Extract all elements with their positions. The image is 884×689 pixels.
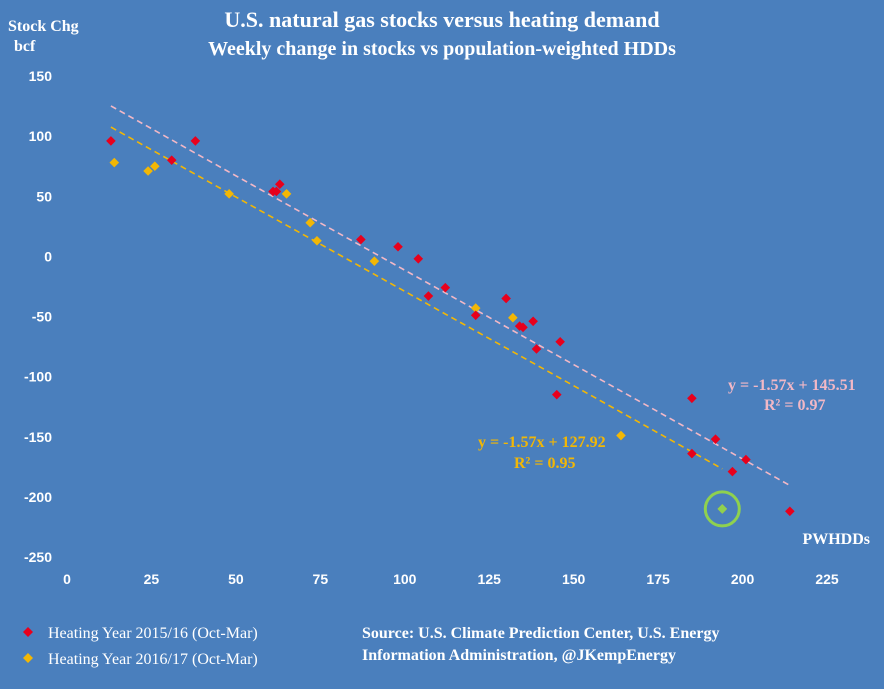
y-axis-label-line2: bcf	[14, 38, 36, 55]
x-tick-label: 225	[815, 571, 839, 587]
data-point	[470, 303, 481, 313]
source-line-1: Source: U.S. Climate Prediction Center, …	[362, 625, 719, 642]
data-point	[727, 466, 738, 477]
highlight-ring	[703, 490, 741, 528]
trendline-r2-2016: R² = 0.95	[514, 455, 575, 472]
data-point	[109, 157, 120, 168]
data-point	[369, 256, 380, 266]
y-tick-label: 50	[36, 188, 52, 204]
chart-subtitle: Weekly change in stocks vs population-we…	[208, 38, 676, 60]
data-point	[106, 136, 116, 146]
data-point	[190, 136, 201, 146]
legend-label-2016: Heating Year 2016/17 (Oct-Mar)	[48, 651, 258, 668]
y-tick-label: -250	[24, 549, 52, 565]
trendline-1	[110, 126, 723, 470]
data-point	[305, 217, 315, 228]
y-tick-label: -100	[24, 369, 52, 385]
highlight-point	[717, 504, 728, 514]
trendline-r2-2015: R² = 0.97	[764, 397, 825, 414]
data-point	[271, 186, 282, 197]
x-tick-label: 150	[562, 571, 586, 587]
data-point	[150, 161, 160, 171]
x-tick-label: 50	[228, 571, 244, 587]
data-points	[106, 136, 795, 517]
data-point	[166, 155, 177, 165]
data-point	[518, 322, 528, 333]
data-point	[356, 234, 366, 245]
trendline-equation-2015: y = -1.57x + 145.51	[728, 377, 856, 394]
data-point	[555, 336, 565, 347]
y-tick-label: -200	[24, 489, 52, 505]
source-line-2: Information Administration, @JKempEnergy	[362, 647, 676, 664]
x-tick-label: 100	[393, 571, 417, 587]
x-tick-labels: 0 25 50 75 100 125 150 175 200 225	[63, 571, 839, 587]
legend-marker-2015	[23, 627, 33, 637]
y-axis-label-line1: Stock Chg	[8, 18, 79, 35]
y-tick-label: -150	[24, 429, 52, 445]
y-tick-label: -50	[32, 309, 52, 325]
data-point	[710, 434, 721, 444]
x-axis-label: PWHDDs	[802, 531, 870, 548]
legend-label-2015: Heating Year 2015/16 (Oct-Mar)	[48, 625, 258, 642]
x-tick-label: 125	[478, 571, 502, 587]
trendline-0	[110, 105, 791, 487]
data-point	[440, 282, 451, 293]
y-tick-label: 0	[44, 248, 52, 264]
x-tick-label: 25	[144, 571, 160, 587]
highlight-circle	[703, 490, 741, 528]
data-point	[281, 189, 292, 199]
data-point	[687, 448, 697, 459]
x-tick-label: 200	[731, 571, 755, 587]
y-tick-label: 150	[29, 68, 53, 84]
y-tick-label: 100	[29, 128, 53, 144]
data-point	[275, 179, 285, 190]
data-point	[531, 344, 542, 354]
data-point	[423, 291, 434, 301]
data-point	[470, 310, 481, 321]
data-point	[687, 393, 697, 404]
x-tick-label: 175	[646, 571, 670, 587]
data-point	[393, 241, 403, 252]
data-point	[551, 389, 562, 400]
data-point	[741, 454, 751, 465]
trendlines	[110, 105, 791, 487]
data-point	[501, 293, 511, 304]
y-tick-labels: 150 100 50 0 -50 -100 -150 -200 -250	[24, 68, 52, 565]
legend: Heating Year 2015/16 (Oct-Mar) Heating Y…	[23, 625, 258, 668]
data-point	[413, 253, 424, 264]
data-point	[528, 316, 538, 327]
data-point	[616, 430, 626, 441]
x-tick-label: 75	[313, 571, 329, 587]
data-point	[224, 189, 234, 199]
data-point	[143, 166, 153, 176]
legend-marker-2016	[23, 653, 33, 663]
trendline-equation-2016: y = -1.57x + 127.92	[478, 434, 606, 451]
chart-title: U.S. natural gas stocks versus heating d…	[224, 7, 659, 32]
data-point	[785, 506, 795, 517]
data-point	[312, 235, 322, 246]
x-tick-label: 0	[63, 571, 71, 587]
data-point	[508, 312, 518, 323]
